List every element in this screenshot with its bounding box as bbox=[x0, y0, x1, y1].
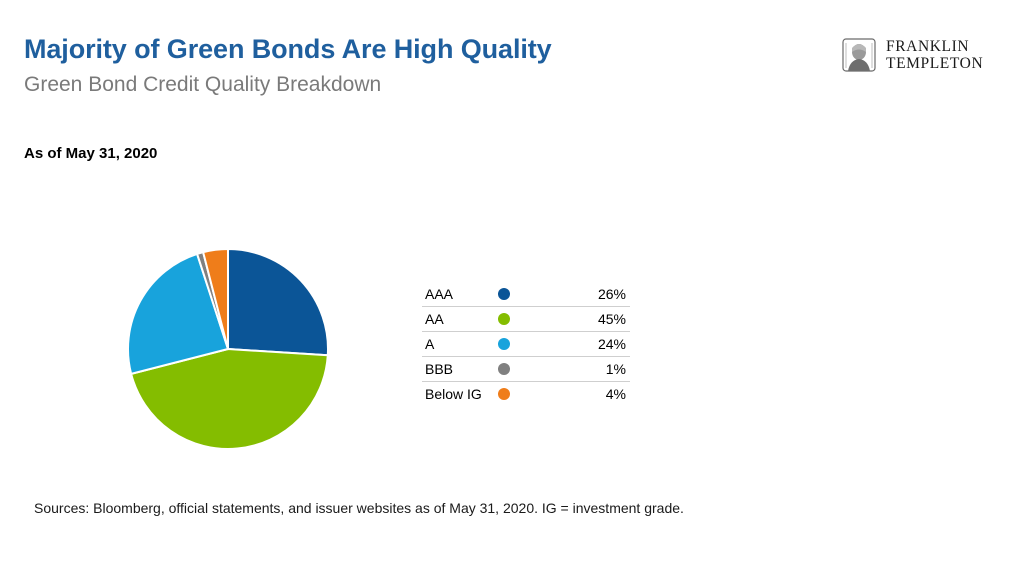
pie-slice-below-ig bbox=[202, 248, 229, 350]
logo-line-2: TEMPLETON bbox=[886, 55, 984, 72]
legend-row-aaa: AAA 26% bbox=[422, 282, 630, 307]
legend-value: 24% bbox=[597, 336, 626, 352]
legend-label: A bbox=[425, 336, 435, 352]
legend-label: AAA bbox=[425, 286, 454, 302]
as-of-date: As of May 31, 2020 bbox=[24, 145, 158, 162]
legend-label: AA bbox=[425, 311, 444, 327]
pie-slice-a bbox=[127, 252, 229, 375]
credit-quality-pie-chart bbox=[127, 248, 329, 450]
pie-slice-aaa bbox=[227, 248, 329, 357]
source-note: Sources: Bloomberg, official statements,… bbox=[34, 500, 684, 516]
page-title: Majority of Green Bonds Are High Quality bbox=[24, 34, 552, 64]
legend-row-aa: AA 45% bbox=[422, 307, 630, 332]
legend-swatch bbox=[498, 338, 510, 350]
logo-line-1: FRANKLIN bbox=[886, 38, 970, 55]
franklin-templeton-logo: FRANKLIN TEMPLETON bbox=[842, 38, 1002, 74]
chart-legend: AAA 26% AA 45% A 24% BBB 1% Below IG 4% bbox=[422, 282, 630, 406]
legend-label: BBB bbox=[425, 361, 454, 377]
legend-row-a: A 24% bbox=[422, 332, 630, 357]
legend-row-bbb: BBB 1% bbox=[422, 357, 630, 382]
legend-swatch bbox=[498, 313, 510, 325]
legend-value: 26% bbox=[597, 286, 626, 302]
page-subtitle: Green Bond Credit Quality Breakdown bbox=[24, 73, 382, 96]
legend-value: 4% bbox=[605, 386, 626, 402]
portrait-emblem-icon bbox=[842, 38, 876, 72]
legend-value: 1% bbox=[605, 361, 626, 377]
legend-swatch bbox=[498, 388, 510, 400]
legend-row-below-ig: Below IG 4% bbox=[422, 382, 630, 406]
pie-slice-aa bbox=[130, 348, 329, 450]
legend-value: 45% bbox=[597, 311, 626, 327]
legend-label: Below IG bbox=[425, 386, 482, 402]
legend-swatch bbox=[498, 288, 510, 300]
legend-swatch bbox=[498, 363, 510, 375]
